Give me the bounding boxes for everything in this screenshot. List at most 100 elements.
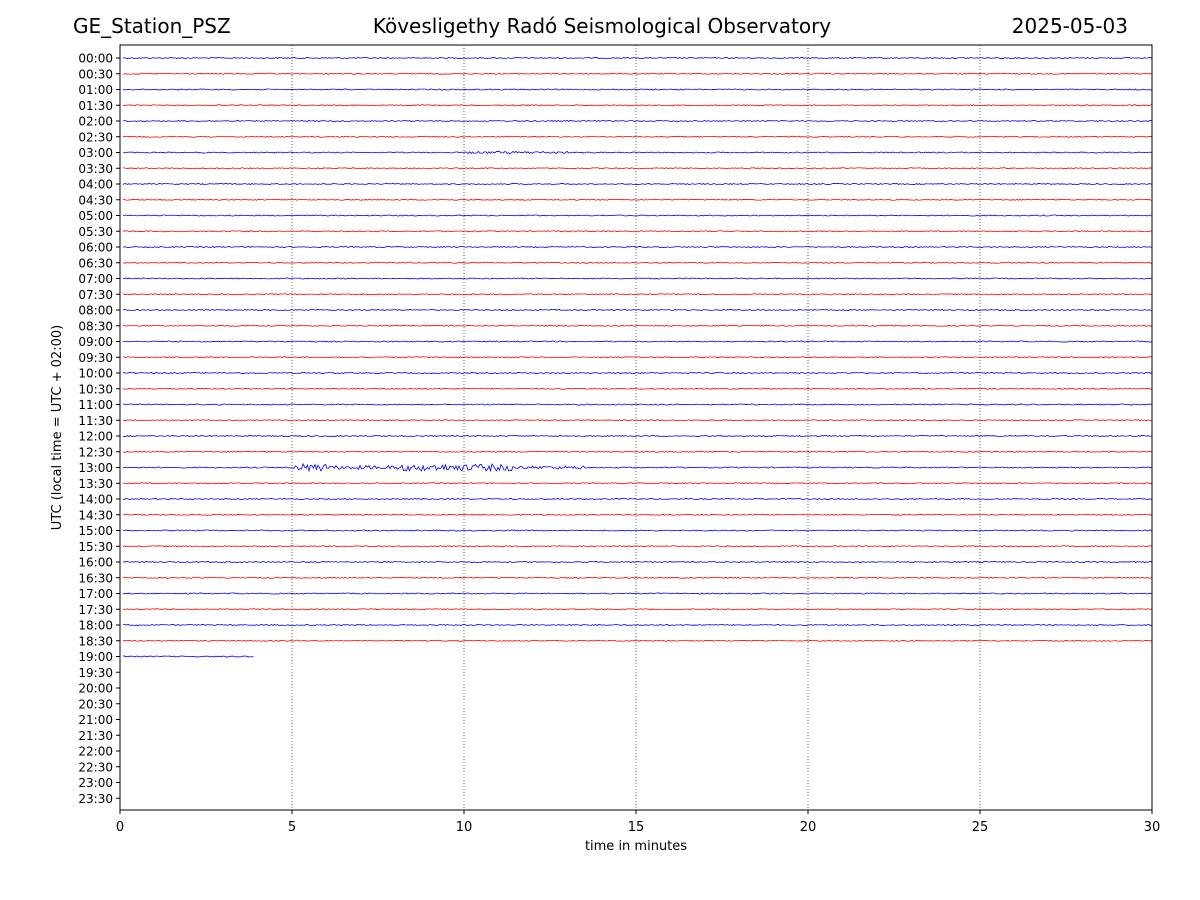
y-tick-label: 19:00	[78, 650, 113, 664]
y-tick-label: 13:00	[78, 461, 113, 475]
y-tick-label: 21:00	[78, 713, 113, 727]
trace-1700	[122, 592, 1153, 595]
y-axis-label: UTC (local time = UTC + 02:00)	[50, 325, 65, 530]
y-tick-label: 15:30	[78, 540, 113, 554]
y-tick-label: 00:00	[78, 52, 113, 66]
trace-0900	[122, 340, 1153, 343]
trace-0100	[122, 88, 1153, 91]
trace-1100	[122, 403, 1153, 406]
y-tick-label: 03:30	[78, 162, 113, 176]
trace-0930	[122, 356, 1153, 359]
trace-0430	[122, 198, 1153, 201]
trace-0130	[122, 104, 1153, 107]
trace-0830	[122, 324, 1153, 327]
x-ticks: 0 5 10 15 20 25 30	[116, 810, 1160, 835]
trace-0730	[122, 293, 1153, 296]
trace-1000	[122, 371, 1153, 375]
y-tick-label: 09:00	[78, 335, 113, 349]
trace-1200	[122, 435, 1153, 438]
y-tick-label: 10:30	[78, 382, 113, 396]
y-tick-label: 06:00	[78, 241, 113, 255]
trace-1400	[122, 497, 1153, 500]
y-tick-label: 15:00	[78, 524, 113, 538]
x-tick-label: 10	[456, 820, 473, 835]
y-tick-label: 08:30	[78, 319, 113, 333]
y-tick-label: 16:00	[78, 556, 113, 570]
y-tick-label: 12:00	[78, 430, 113, 444]
trace-1830	[122, 639, 1153, 642]
trace-1630	[122, 576, 1153, 579]
y-tick-label: 19:30	[78, 666, 113, 680]
y-tick-label: 07:30	[78, 288, 113, 302]
y-tick-label: 07:00	[78, 272, 113, 286]
trace-0700	[122, 277, 1153, 280]
y-tick-label: 01:00	[78, 83, 113, 97]
y-tick-label: 00:30	[78, 67, 113, 81]
y-tick-label: 12:30	[78, 445, 113, 459]
x-tick-label: 5	[288, 820, 296, 835]
y-tick-label: 22:30	[78, 760, 113, 774]
traces	[122, 56, 1153, 658]
trace-1730	[122, 608, 1153, 611]
station-title: GE_Station_PSZ	[73, 14, 231, 38]
y-tick-label: 09:30	[78, 351, 113, 365]
trace-1800	[122, 624, 1153, 626]
trace-1530	[122, 545, 1153, 548]
trace-1500	[122, 529, 1153, 532]
trace-0330	[122, 167, 1153, 170]
y-tick-label: 17:00	[78, 587, 113, 601]
x-tick-label: 0	[116, 820, 124, 835]
trace-1900	[122, 655, 254, 658]
y-tick-label: 04:00	[78, 178, 113, 192]
x-tick-label: 15	[628, 820, 645, 835]
observatory-title: Kövesligethy Radó Seismological Observat…	[372, 14, 832, 38]
trace-0200	[122, 119, 1153, 123]
trace-1330	[122, 482, 1153, 485]
y-tick-label: 23:30	[78, 792, 113, 806]
y-tick-label: 05:00	[78, 209, 113, 223]
y-tick-label: 23:00	[78, 776, 113, 790]
y-tick-label: 03:00	[78, 146, 113, 160]
y-tick-label: 17:30	[78, 603, 113, 617]
y-tick-label: 02:30	[78, 130, 113, 144]
y-tick-label: 06:30	[78, 256, 113, 270]
trace-1030	[122, 387, 1153, 390]
y-tick-label: 20:30	[78, 697, 113, 711]
y-tick-label: 18:30	[78, 634, 113, 648]
trace-0300	[122, 150, 1153, 155]
trace-1430	[122, 513, 1153, 516]
x-tick-label: 20	[800, 820, 817, 835]
trace-1130	[122, 419, 1153, 422]
trace-0030	[122, 72, 1153, 75]
y-tick-label: 18:00	[78, 619, 113, 633]
y-tick-label: 08:00	[78, 304, 113, 318]
y-tick-label: 04:30	[78, 193, 113, 207]
y-tick-label: 13:30	[78, 477, 113, 491]
trace-0630	[122, 261, 1153, 264]
x-tick-label: 30	[1144, 820, 1161, 835]
trace-1230	[122, 450, 1153, 453]
y-tick-label: 02:00	[78, 115, 113, 129]
gridlines	[291, 45, 981, 810]
trace-0400	[122, 183, 1153, 185]
y-tick-label: 11:00	[78, 398, 113, 412]
y-tick-label: 05:30	[78, 225, 113, 239]
trace-0530	[122, 230, 1153, 233]
trace-1300	[122, 462, 1153, 473]
date-title: 2025-05-03	[1011, 14, 1128, 38]
y-tick-label: 20:00	[78, 682, 113, 696]
y-tick-label: 22:00	[78, 745, 113, 759]
trace-0600	[122, 245, 1153, 249]
x-tick-label: 25	[972, 820, 989, 835]
y-tick-label: 16:30	[78, 571, 113, 585]
y-tick-label: 11:30	[78, 414, 113, 428]
y-tick-label: 14:00	[78, 493, 113, 507]
y-tick-label: 21:30	[78, 729, 113, 743]
trace-0800	[122, 309, 1153, 312]
trace-0230	[122, 135, 1153, 138]
trace-0000	[122, 56, 1153, 59]
y-tick-label: 10:00	[78, 367, 113, 381]
x-axis-label: time in minutes	[585, 839, 687, 854]
